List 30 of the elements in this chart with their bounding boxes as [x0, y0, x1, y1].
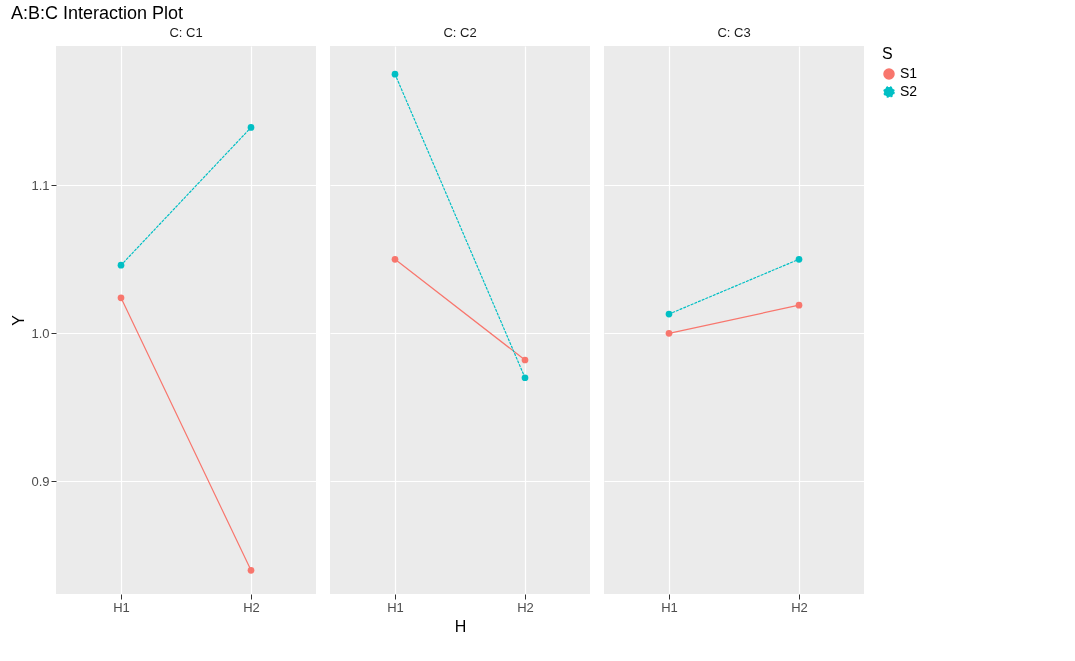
- chart-subtitle: C: C1: [169, 25, 203, 40]
- legend-title: S: [882, 45, 893, 62]
- x-tick-label: H2: [517, 599, 534, 615]
- x-tick-label: H2: [243, 599, 260, 615]
- x-tick-label: H1: [113, 599, 130, 615]
- point: [665, 329, 673, 337]
- y-tick-label: 0.9: [31, 473, 50, 489]
- point: [521, 374, 529, 382]
- point: [795, 255, 803, 263]
- point: [521, 356, 529, 364]
- chart-subtitle: C: C3: [717, 25, 751, 40]
- y-tick-label: 1.1: [31, 177, 50, 193]
- legend-label: S1: [900, 65, 918, 81]
- x-tick-label: H1: [661, 599, 678, 615]
- x-tick-label: H2: [791, 599, 808, 615]
- point: [117, 294, 125, 302]
- y-axis-title: Y: [10, 314, 28, 326]
- legend-label: S2: [900, 83, 918, 99]
- point: [247, 566, 255, 574]
- x-axis-title: H: [454, 617, 467, 635]
- y-tick-label: 1.0: [31, 325, 50, 341]
- chart-subtitle: C: C2: [443, 25, 477, 40]
- point: [391, 70, 399, 78]
- x-tick-label: H1: [387, 599, 404, 615]
- point: [117, 261, 125, 269]
- point: [391, 255, 399, 263]
- point: [795, 301, 803, 309]
- point: [247, 124, 255, 131]
- point: [665, 310, 673, 318]
- chart-title: A:B:C Interaction Plot: [10, 3, 184, 23]
